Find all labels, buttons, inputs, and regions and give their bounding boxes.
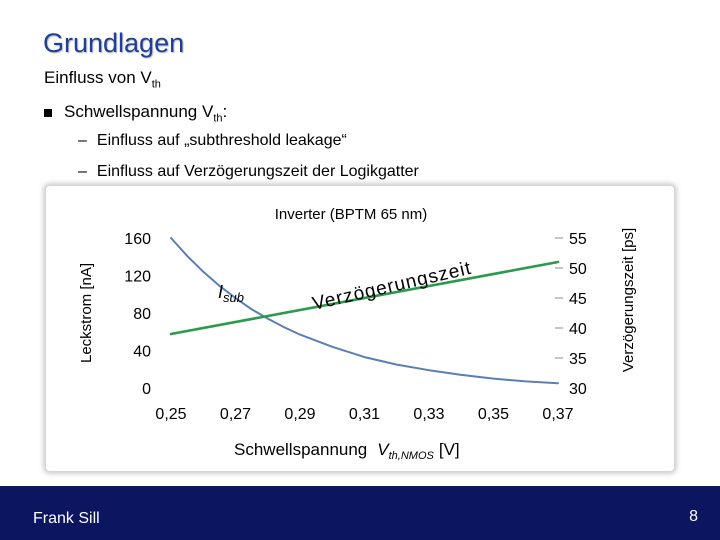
x-label-symbol: V xyxy=(377,440,390,459)
y-left-axis-label: Leckstrom [nA] xyxy=(78,263,95,363)
subtitle-text: Einfluss von V xyxy=(44,68,152,87)
x-tick-label: 0,27 xyxy=(220,406,251,423)
leakage-series-label: Isub xyxy=(218,282,244,305)
y-left-tick-label: 40 xyxy=(133,344,151,361)
bullet-threshold-voltage: Schwellspannung Vth: xyxy=(44,102,227,124)
y-left-tick-label: 0 xyxy=(142,381,151,398)
y-left-tick-label: 120 xyxy=(124,269,151,286)
y-right-tick-label: 55 xyxy=(569,231,587,248)
bullet-colon: : xyxy=(222,102,228,121)
sub-bullet-leakage: – Einfluss auf „subthreshold leakage“ xyxy=(78,132,347,150)
chart-frame: Inverter (BPTM 65 nm) 0,25 0,27 0,29 0,31 0,3… xyxy=(46,186,674,471)
y-right-axis-label: Verzögerungszeit [ps] xyxy=(620,228,637,372)
footer-bar xyxy=(0,486,720,540)
x-tick-label: 0,29 xyxy=(284,406,315,423)
x-tick-label: 0,25 xyxy=(155,406,186,423)
x-label-unit: [V] xyxy=(439,440,460,459)
chart-title: Inverter (BPTM 65 nm) xyxy=(275,206,428,223)
dash-icon: – xyxy=(78,132,87,149)
leakage-label-main: I xyxy=(218,282,223,302)
x-label-sub: th,NMOS xyxy=(389,450,435,462)
footer-author: Frank Sill xyxy=(33,510,100,527)
y-right-tick-label: 50 xyxy=(569,261,587,278)
y-left-tick-label: 160 xyxy=(124,231,151,248)
delay-series-label: Verzögerungszeit xyxy=(310,258,473,315)
sub-bullet-text: Einfluss auf Verzögerungszeit der Logikg… xyxy=(96,163,419,180)
sub-bullet-text: Einfluss auf „subthreshold leakage“ xyxy=(96,132,347,149)
x-tick-label: 0,31 xyxy=(349,406,380,423)
leakage-label-sub: sub xyxy=(223,290,244,305)
delay-series-line xyxy=(169,260,560,336)
leakage-series-line xyxy=(170,237,559,385)
dash-icon: – xyxy=(78,163,87,180)
chart: Inverter (BPTM 65 nm) 0,25 0,27 0,29 0,31 0,3… xyxy=(78,206,637,462)
bullet-subscript: th xyxy=(213,112,223,125)
bullet-square-icon xyxy=(44,108,52,117)
x-label-main: Schwellspannung xyxy=(234,440,367,459)
slide-title: Grundlagen xyxy=(43,28,185,58)
x-tick-label: 0,37 xyxy=(542,406,573,423)
sub-bullet-delay: – Einfluss auf Verzögerungszeit der Logik… xyxy=(78,163,419,181)
y-right-tick-label: 35 xyxy=(569,351,587,368)
y-right-tick-label: 45 xyxy=(569,291,587,308)
y-left-tick-label: 80 xyxy=(133,306,151,323)
slide-subtitle: Einfluss von Vth xyxy=(44,68,161,90)
bullet-text: Schwellspannung V xyxy=(64,102,214,121)
x-axis-label: Schwellspannung Vth,NMOS [V] xyxy=(234,440,460,462)
subtitle-subscript: th xyxy=(151,78,161,91)
x-tick-label: 0,33 xyxy=(413,406,444,423)
page-number: 8 xyxy=(689,508,698,525)
x-tick-label: 0,35 xyxy=(478,406,509,423)
y-right-tick-label: 30 xyxy=(569,381,587,398)
y-right-tick-label: 40 xyxy=(569,321,587,338)
